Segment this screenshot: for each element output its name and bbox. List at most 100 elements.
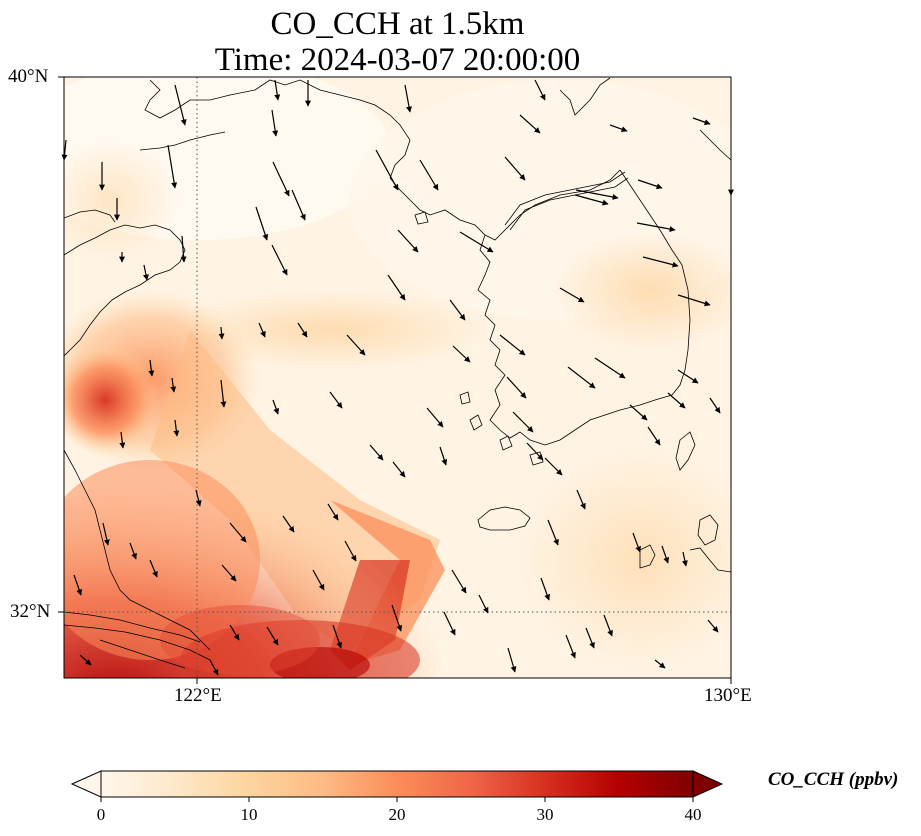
wind-arrow (148, 359, 155, 377)
wind-arrow (609, 124, 628, 133)
wind-arrow (692, 117, 711, 126)
colorbar-tick-40: 40 (684, 805, 702, 824)
wind-arrow (709, 397, 721, 414)
wind-arrow (274, 79, 281, 101)
wind-arrow (632, 532, 641, 553)
wind-arrow (585, 627, 595, 649)
wind-arrow (271, 109, 279, 137)
lon-label-122: 122°E (174, 685, 222, 706)
wind-arrow (547, 519, 559, 546)
wind-arrow (661, 545, 670, 564)
wind-arrow (642, 256, 679, 268)
lon-label-130: 130°E (704, 685, 752, 706)
colorbar-tick-10: 10 (240, 805, 258, 824)
coastlines (64, 77, 731, 669)
wind-arrow (344, 540, 357, 562)
wind-arrow (667, 392, 686, 409)
wind-arrow (559, 287, 585, 303)
wind-arrow (594, 357, 626, 379)
wind-arrow (392, 461, 406, 478)
wind-arrow (603, 614, 613, 637)
wind-arrow (391, 604, 403, 632)
wind-arrow (312, 569, 325, 591)
colorbar-gradient (100, 770, 694, 798)
wind-arrow (258, 322, 266, 338)
colorbar-extend-min (70, 770, 102, 798)
wind-arrow (119, 431, 126, 449)
wind-arrow (195, 489, 202, 507)
wind-arrow (282, 515, 295, 533)
wind-arrow (271, 244, 288, 276)
wind-arrow (297, 322, 308, 338)
wind-arrow (637, 179, 663, 190)
wind-arrow (565, 634, 576, 659)
wind-arrow (426, 407, 444, 428)
wind-arrow (218, 326, 225, 340)
wind-arrow (209, 659, 219, 676)
wind-arrow (221, 564, 237, 582)
wind-arrow (439, 446, 448, 466)
lat-label-32: 32°N (10, 601, 51, 622)
wind-arrow (419, 159, 439, 191)
wind-arrow (575, 189, 619, 200)
lat-label-40: 40°N (8, 66, 49, 87)
map-title-line1: CO_CCH at 1.5km (270, 6, 525, 42)
wind-arrow (220, 379, 227, 408)
wind-arrow (504, 156, 526, 181)
wind-arrow (526, 442, 544, 461)
wind-arrow (512, 411, 534, 433)
wind-arrow (149, 559, 158, 578)
wind-arrow (167, 144, 178, 189)
wind-arrow (681, 551, 688, 567)
wind-arrow (142, 264, 149, 281)
wind-arrow (397, 229, 419, 253)
wind-arrow (629, 404, 648, 421)
wind-arrow (229, 522, 247, 543)
wind-arrow (255, 206, 269, 241)
wind-arrow (229, 624, 240, 641)
wind-arrow (173, 419, 180, 437)
wind-arrow (507, 647, 517, 673)
wind-arrow (478, 594, 489, 614)
colorbar-tick-20: 20 (388, 805, 406, 824)
wind-arrow (449, 299, 466, 321)
map-frame (63, 76, 732, 679)
wind-arrow (180, 235, 187, 263)
wind-arrow (272, 161, 290, 197)
wind-arrow (540, 577, 550, 601)
wind-arrow (170, 377, 177, 393)
wind-arrow (654, 659, 666, 669)
colorbar-tick-30: 30 (536, 805, 554, 824)
wind-arrow (174, 84, 187, 126)
colorbar-extend-max (692, 770, 724, 798)
wind-arrow (327, 503, 339, 521)
wind-arrow (332, 624, 343, 649)
wind-arrow (576, 489, 586, 510)
wind-vectors (61, 79, 734, 676)
wind-arrow (346, 334, 366, 356)
wind-arrow (544, 457, 563, 476)
wind-arrow (519, 114, 541, 134)
wind-arrow (677, 294, 711, 307)
gridlines (64, 77, 731, 678)
wind-arrow (451, 569, 467, 594)
wind-arrow (707, 619, 719, 633)
colorbar-label: CO_CCH (ppbv) (768, 769, 899, 790)
wind-arrow (443, 611, 456, 636)
wind-arrow (567, 366, 596, 389)
wind-arrow (636, 222, 676, 232)
wind-arrow (574, 194, 609, 206)
wind-arrow (272, 399, 280, 415)
wind-arrow (452, 345, 471, 363)
wind-arrow (506, 376, 527, 399)
wind-arrow (387, 274, 406, 301)
wind-arrow (404, 84, 412, 113)
wind-arrow (534, 79, 546, 101)
wind-arrow (73, 574, 83, 596)
colorbar-tick-0: 0 (96, 805, 106, 824)
wind-arrow (375, 149, 399, 191)
wind-arrow (79, 654, 92, 666)
wind-arrow (266, 626, 279, 646)
